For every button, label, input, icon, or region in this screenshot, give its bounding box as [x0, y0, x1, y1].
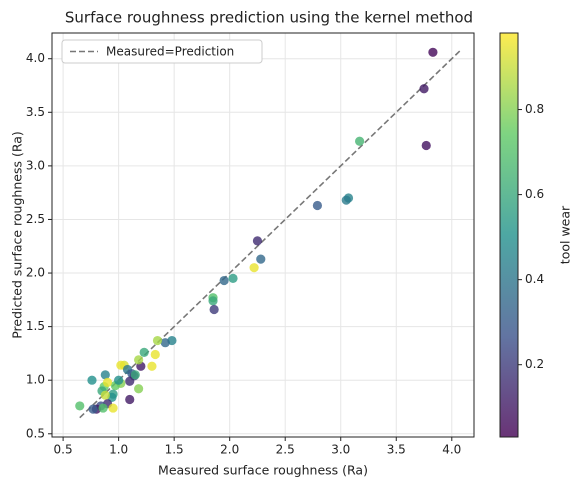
point — [125, 394, 135, 405]
point — [219, 275, 229, 286]
y-axis-label: Predicted surface roughness (Ra) — [10, 131, 25, 339]
point — [102, 377, 113, 387]
y-tick-label: 3.0 — [26, 158, 45, 172]
colorbar-tick-label: 0.4 — [525, 272, 544, 286]
point — [421, 140, 431, 151]
point — [256, 254, 266, 264]
point — [75, 401, 85, 411]
point — [150, 349, 160, 360]
x-tick-label: 4.0 — [442, 443, 461, 457]
plot-frame — [51, 32, 475, 438]
point — [160, 338, 170, 348]
colorbar-tick-label: 0.8 — [525, 102, 544, 116]
point — [147, 361, 157, 371]
y-tick-label: 1.0 — [26, 373, 45, 387]
point — [428, 47, 438, 57]
point — [208, 296, 218, 306]
point — [249, 263, 259, 273]
point — [209, 304, 219, 315]
point — [87, 375, 97, 385]
x-tick-label: 0.5 — [54, 443, 73, 457]
point — [139, 347, 149, 357]
colorbar — [499, 32, 519, 438]
x-tick-label: 1.5 — [165, 443, 184, 457]
point — [125, 376, 135, 386]
point — [134, 355, 144, 365]
legend-box — [61, 39, 263, 64]
point — [100, 370, 110, 380]
legend-label: Measured=Prediction — [106, 45, 234, 59]
y-tick-label: 3.5 — [26, 105, 45, 119]
x-tick-label: 3.5 — [387, 443, 406, 457]
point — [134, 384, 144, 394]
legend: Measured=Prediction — [61, 39, 263, 64]
point — [341, 195, 351, 205]
x-axis-label: Measured surface roughness (Ra) — [158, 463, 368, 478]
y-tick-label: 1.5 — [26, 319, 45, 333]
point — [108, 403, 118, 413]
chart-title: Surface roughness prediction using the k… — [65, 9, 473, 27]
point — [130, 370, 140, 380]
y-tick-label: 4.0 — [26, 51, 45, 65]
point — [419, 84, 429, 94]
x-tick-label: 2.0 — [220, 443, 239, 457]
point — [100, 390, 110, 400]
y-tick-label: 0.5 — [26, 426, 45, 440]
x-tick-label: 1.0 — [109, 443, 128, 457]
colorbar-tick-label: 0.6 — [525, 187, 544, 201]
reference-line — [79, 49, 462, 419]
point — [114, 375, 124, 385]
x-tick-label: 2.5 — [276, 443, 295, 457]
point — [116, 360, 126, 370]
point — [88, 404, 98, 414]
point — [355, 136, 365, 146]
y-tick-label: 2.5 — [26, 212, 45, 226]
x-tick-label: 3.0 — [331, 443, 350, 457]
point — [312, 200, 323, 211]
point — [228, 273, 238, 284]
colorbar-label: tool wear — [558, 205, 573, 264]
y-tick-label: 2.0 — [26, 266, 45, 280]
point — [152, 335, 163, 346]
point — [252, 236, 263, 246]
point — [98, 403, 108, 413]
colorbar-tick-label: 0.2 — [525, 357, 544, 371]
